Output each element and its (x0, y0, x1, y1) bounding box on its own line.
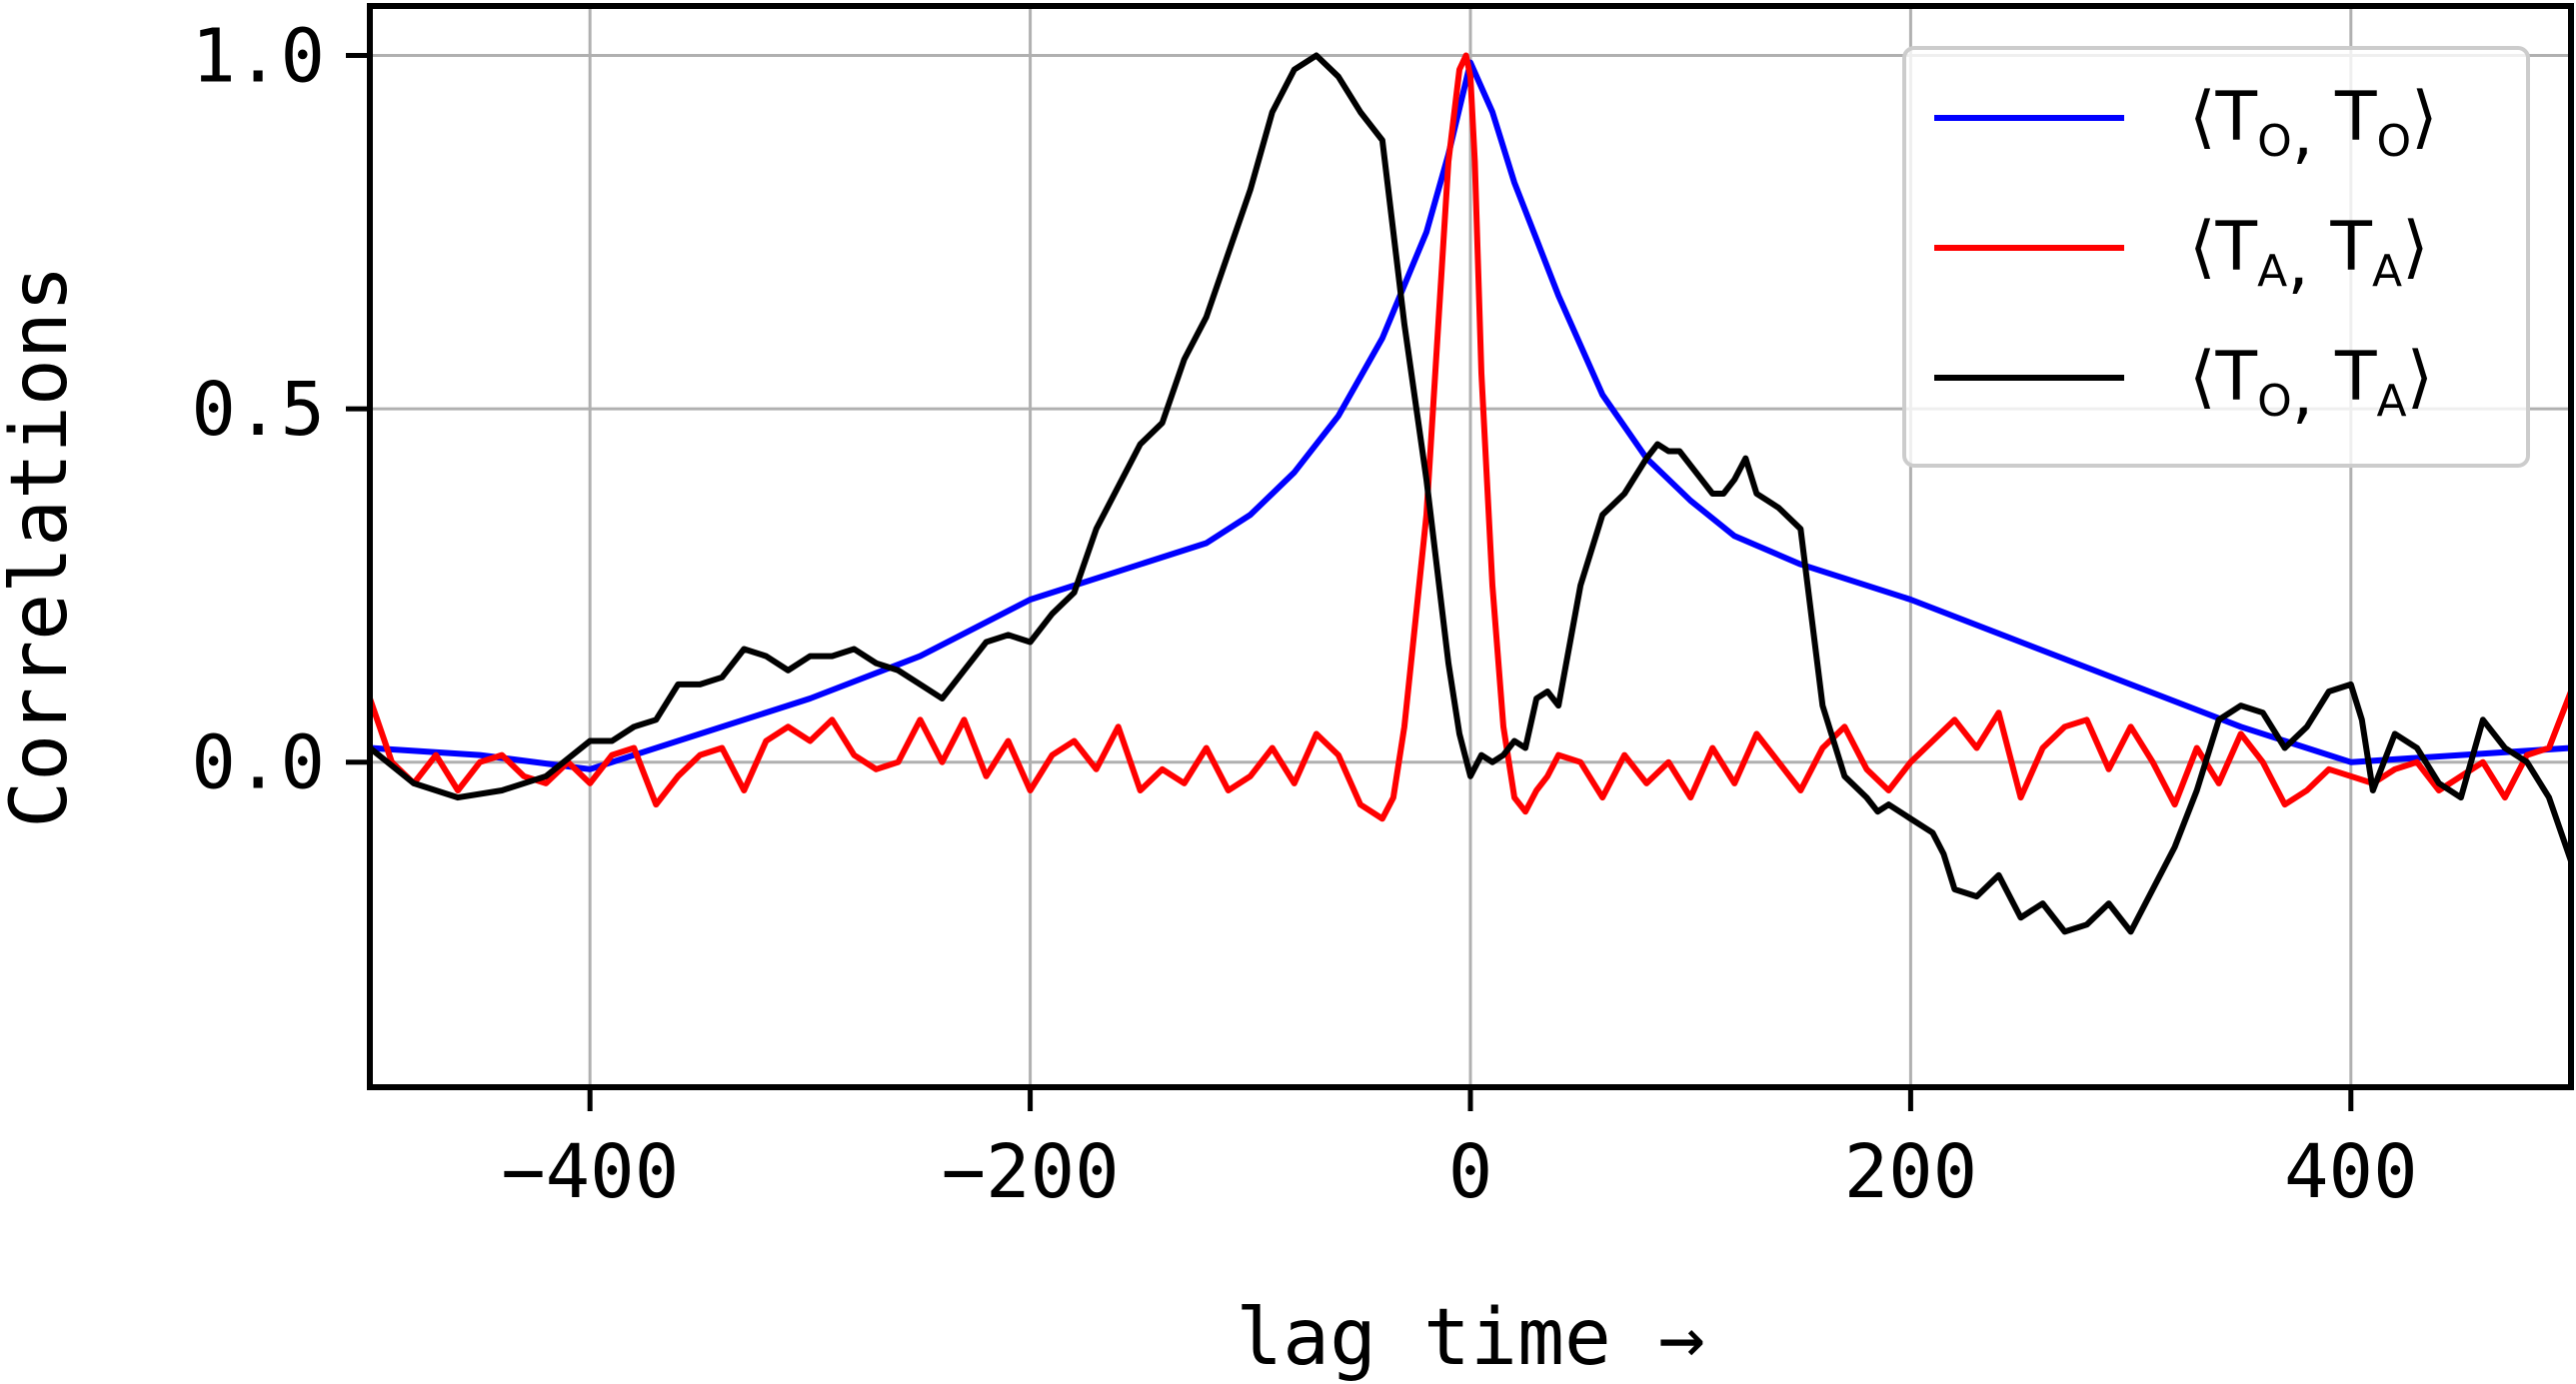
legend-symbol: T (2329, 208, 2372, 287)
legend-subscript: A (2257, 246, 2287, 297)
y-tick-label: 0.5 (191, 367, 325, 453)
legend-subscript: O (2257, 116, 2292, 167)
series-line-to-ta (370, 52, 2571, 935)
legend-symbol: T (2334, 338, 2377, 417)
y-tick-label: 0.0 (191, 720, 325, 806)
x-tick-label: 400 (2284, 1129, 2418, 1215)
series-layer (370, 52, 2571, 935)
legend-symbol: T (2215, 78, 2258, 157)
y-axis-label: Correlations (0, 265, 85, 828)
x-axis-label: lag time → (1236, 1293, 1705, 1383)
x-tick-label: 0 (1448, 1129, 1493, 1215)
legend: ⟨TO, TO⟩ ⟨TA, TA⟩ ⟨TO, TA⟩ (1902, 46, 2530, 468)
x-tick-label: −400 (501, 1129, 679, 1215)
legend-entry: ⟨TA, TA⟩ (2189, 208, 2429, 303)
y-tick-label: 1.0 (191, 14, 325, 100)
legend-subscript: O (2377, 116, 2412, 167)
x-tick-label: −200 (941, 1129, 1119, 1215)
x-tick-label: 200 (1844, 1129, 1978, 1215)
legend-entry: ⟨TO, TA⟩ (2189, 338, 2433, 433)
legend-entry: ⟨TO, TO⟩ (2189, 78, 2438, 173)
axis-ticks: −400 −200 0 200 400 0.0 0.5 1.0 (191, 14, 2417, 1215)
legend-box (1902, 46, 2530, 468)
legend-subscript: A (2372, 246, 2402, 297)
legend-subscript: A (2377, 376, 2407, 427)
legend-symbol: T (2215, 338, 2258, 417)
legend-subscript: O (2257, 376, 2292, 427)
legend-symbol: T (2334, 78, 2377, 157)
legend-symbol: T (2215, 208, 2258, 287)
series-line-ta-ta (370, 52, 2571, 822)
series-line-to-to (370, 59, 2571, 772)
